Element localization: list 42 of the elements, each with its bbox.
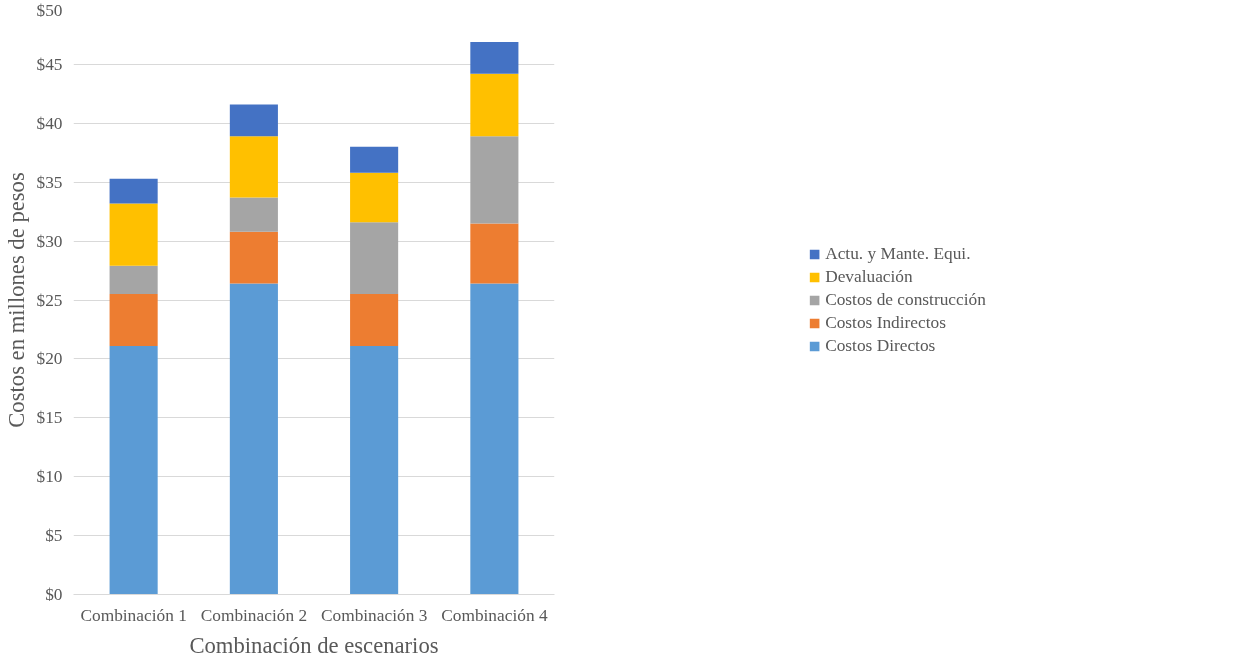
bar — [109, 178, 158, 204]
y-tick-label: $15 — [36, 408, 63, 428]
bar — [109, 203, 158, 266]
bar — [229, 283, 278, 595]
legend-label: Costos de construcción — [825, 289, 986, 310]
bar — [109, 345, 158, 595]
x-tick-label: Combinación 4 — [441, 605, 548, 625]
bar — [470, 136, 519, 224]
bar — [350, 146, 399, 173]
legend-label: Devaluación — [825, 266, 913, 287]
legend-label: Costos Indirectos — [825, 312, 946, 333]
y-tick-label: $10 — [36, 467, 63, 487]
legend-label: Costos Directos — [825, 335, 936, 356]
bar — [109, 294, 158, 346]
y-tick-label: $30 — [36, 231, 63, 251]
bar — [470, 42, 519, 74]
x-axis-title: Combinación de escenarios — [189, 632, 439, 658]
bar — [470, 73, 519, 137]
legend-label: Actu. y Mante. Equi. — [825, 243, 971, 264]
bar — [350, 222, 399, 295]
y-tick-label: $5 — [45, 526, 63, 546]
bar — [229, 197, 278, 232]
bar — [350, 172, 399, 223]
bar — [350, 345, 399, 595]
bar — [229, 136, 278, 198]
y-tick-label: $20 — [36, 349, 63, 369]
bar — [109, 265, 158, 295]
x-tick-label: Combinación 3 — [320, 605, 428, 625]
y-tick-label: $45 — [36, 54, 63, 74]
y-tick-label: $25 — [36, 290, 63, 310]
y-tick-label: $40 — [36, 113, 63, 133]
bar — [470, 283, 519, 595]
bar — [350, 294, 399, 346]
x-tick-label: Combinación 2 — [200, 605, 308, 625]
x-tick-label: Combinación 1 — [80, 605, 187, 625]
bar — [229, 104, 278, 137]
y-axis-title: Costos en millones de pesos — [3, 172, 29, 428]
y-tick-label: $50 — [36, 0, 63, 20]
bar — [229, 231, 278, 284]
y-tick-label: $0 — [45, 585, 63, 604]
bar — [470, 223, 519, 284]
y-tick-label: $35 — [36, 172, 63, 192]
